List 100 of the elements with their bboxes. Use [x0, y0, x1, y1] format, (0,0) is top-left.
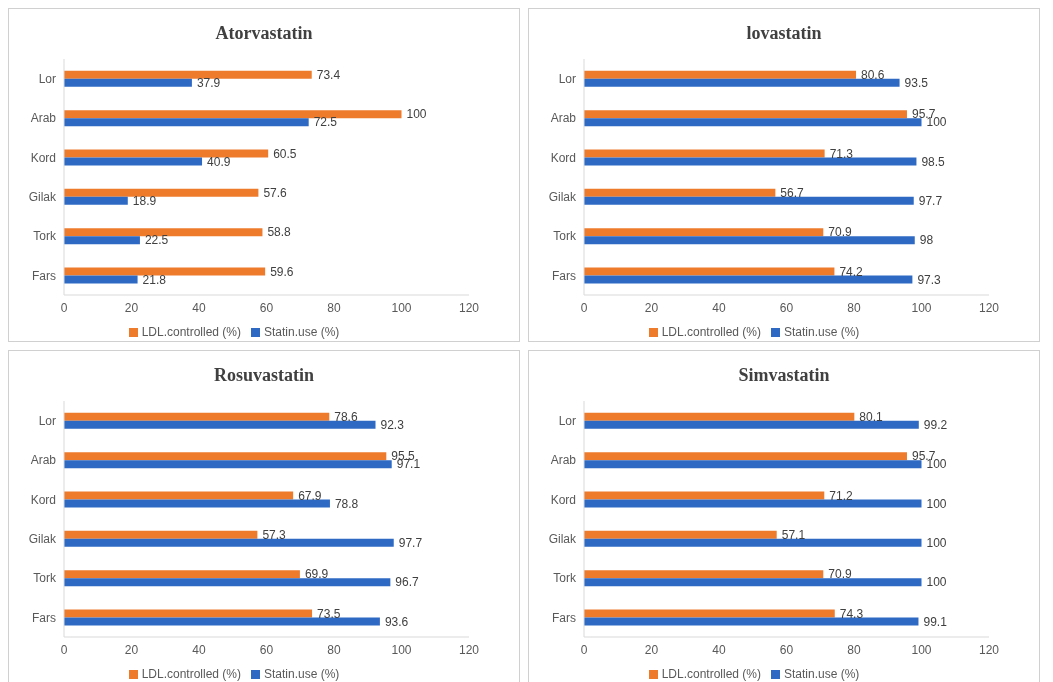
x-tick-label: 40	[712, 300, 726, 315]
x-tick-label: 60	[779, 642, 794, 657]
bar	[584, 157, 917, 166]
data-label: 67.9	[298, 488, 322, 503]
bar	[64, 491, 294, 500]
y-tick-label: Arab	[30, 453, 57, 468]
chart-title: Atorvastatin	[214, 22, 314, 45]
data-label: 97.3	[917, 272, 942, 287]
data-label: 60.5	[273, 146, 297, 161]
data-label: 97.7	[398, 536, 423, 551]
data-label: 57.6	[263, 186, 288, 201]
x-tick-label: 120	[458, 300, 480, 315]
data-label: 96.7	[395, 575, 420, 590]
data-label: 80.1	[859, 410, 884, 425]
bar	[64, 70, 312, 79]
data-label: 37.9	[196, 76, 221, 91]
data-label: 57.1	[781, 528, 806, 543]
bar	[64, 118, 309, 127]
y-tick-label: Gilak	[548, 531, 577, 546]
x-tick-label: 60	[779, 300, 794, 315]
bar	[584, 118, 922, 127]
y-tick-label: Gilak	[28, 189, 57, 204]
data-label: 98.5	[921, 154, 946, 169]
data-label: 78.8	[334, 496, 359, 511]
y-tick-label: Tork	[33, 229, 57, 244]
x-tick-label: 120	[978, 642, 1000, 657]
bar	[584, 275, 913, 284]
bar	[584, 267, 835, 276]
x-tick-label: 0	[60, 300, 68, 315]
bar	[64, 578, 391, 587]
legend-label: Statin.use (%)	[264, 667, 340, 681]
x-tick-label: 60	[259, 642, 274, 657]
y-tick-label: Lor	[558, 413, 576, 428]
bar	[64, 236, 140, 245]
data-label: 72.5	[313, 115, 338, 130]
bar	[64, 460, 392, 469]
bar	[584, 499, 922, 508]
x-tick-label: 100	[911, 300, 932, 315]
bar	[64, 499, 330, 508]
chart-title: Rosuvastatin	[213, 364, 315, 387]
data-label: 58.8	[267, 225, 292, 240]
x-tick-label: 80	[327, 642, 341, 657]
bar	[584, 412, 855, 421]
bar	[584, 70, 857, 79]
legend-label: LDL.controlled (%)	[661, 325, 761, 339]
bar	[64, 609, 313, 618]
bar	[584, 578, 922, 587]
data-label: 93.6	[384, 614, 409, 629]
bar	[584, 188, 776, 197]
bar	[64, 196, 128, 205]
data-label: 69.9	[304, 567, 329, 582]
data-label: 92.3	[380, 418, 405, 433]
bar	[584, 236, 915, 245]
y-tick-label: Fars	[552, 268, 576, 283]
data-label: 73.5	[317, 606, 341, 621]
bar	[584, 460, 922, 469]
bar	[64, 530, 258, 539]
bar	[64, 228, 263, 237]
data-label: 73.4	[316, 68, 341, 83]
y-tick-label: Fars	[32, 610, 56, 625]
y-tick-label: Lor	[38, 71, 56, 86]
data-label: 71.3	[829, 146, 854, 161]
y-tick-label: Arab	[30, 111, 57, 126]
y-tick-label: Kord	[550, 150, 576, 165]
x-tick-label: 20	[644, 642, 659, 657]
y-tick-label: Kord	[550, 492, 576, 507]
data-label: 100	[926, 575, 947, 590]
x-tick-label: 20	[124, 642, 139, 657]
x-tick-label: 40	[192, 642, 206, 657]
data-label: 22.5	[144, 233, 169, 248]
data-label: 57.3	[262, 528, 287, 543]
data-label: 98	[919, 233, 934, 248]
data-label: 100	[926, 496, 947, 511]
bar	[584, 228, 824, 237]
bar	[64, 267, 266, 276]
chart-title: lovastatin	[745, 22, 823, 45]
y-tick-label: Arab	[550, 453, 577, 468]
x-tick-label: 0	[60, 642, 68, 657]
y-tick-label: Kord	[30, 492, 56, 507]
x-tick-label: 40	[712, 642, 726, 657]
data-label: 74.2	[839, 264, 864, 279]
legend-label: Statin.use (%)	[784, 325, 860, 339]
bar	[584, 78, 900, 87]
bar	[584, 538, 922, 547]
y-tick-label: Tork	[33, 571, 57, 586]
data-label: 80.6	[861, 68, 885, 83]
data-label: 78.6	[334, 410, 358, 425]
bar	[584, 420, 919, 429]
bar	[64, 149, 269, 158]
bar	[584, 196, 914, 205]
bar	[64, 420, 376, 429]
y-tick-label: Fars	[552, 610, 576, 625]
bar	[64, 275, 138, 284]
bar	[64, 157, 203, 166]
bar	[584, 530, 777, 539]
legend-label: Statin.use (%)	[264, 325, 340, 339]
data-label: 74.3	[839, 606, 864, 621]
data-label: 100	[406, 107, 427, 122]
y-tick-label: Fars	[32, 268, 56, 283]
y-tick-label: Lor	[38, 413, 56, 428]
